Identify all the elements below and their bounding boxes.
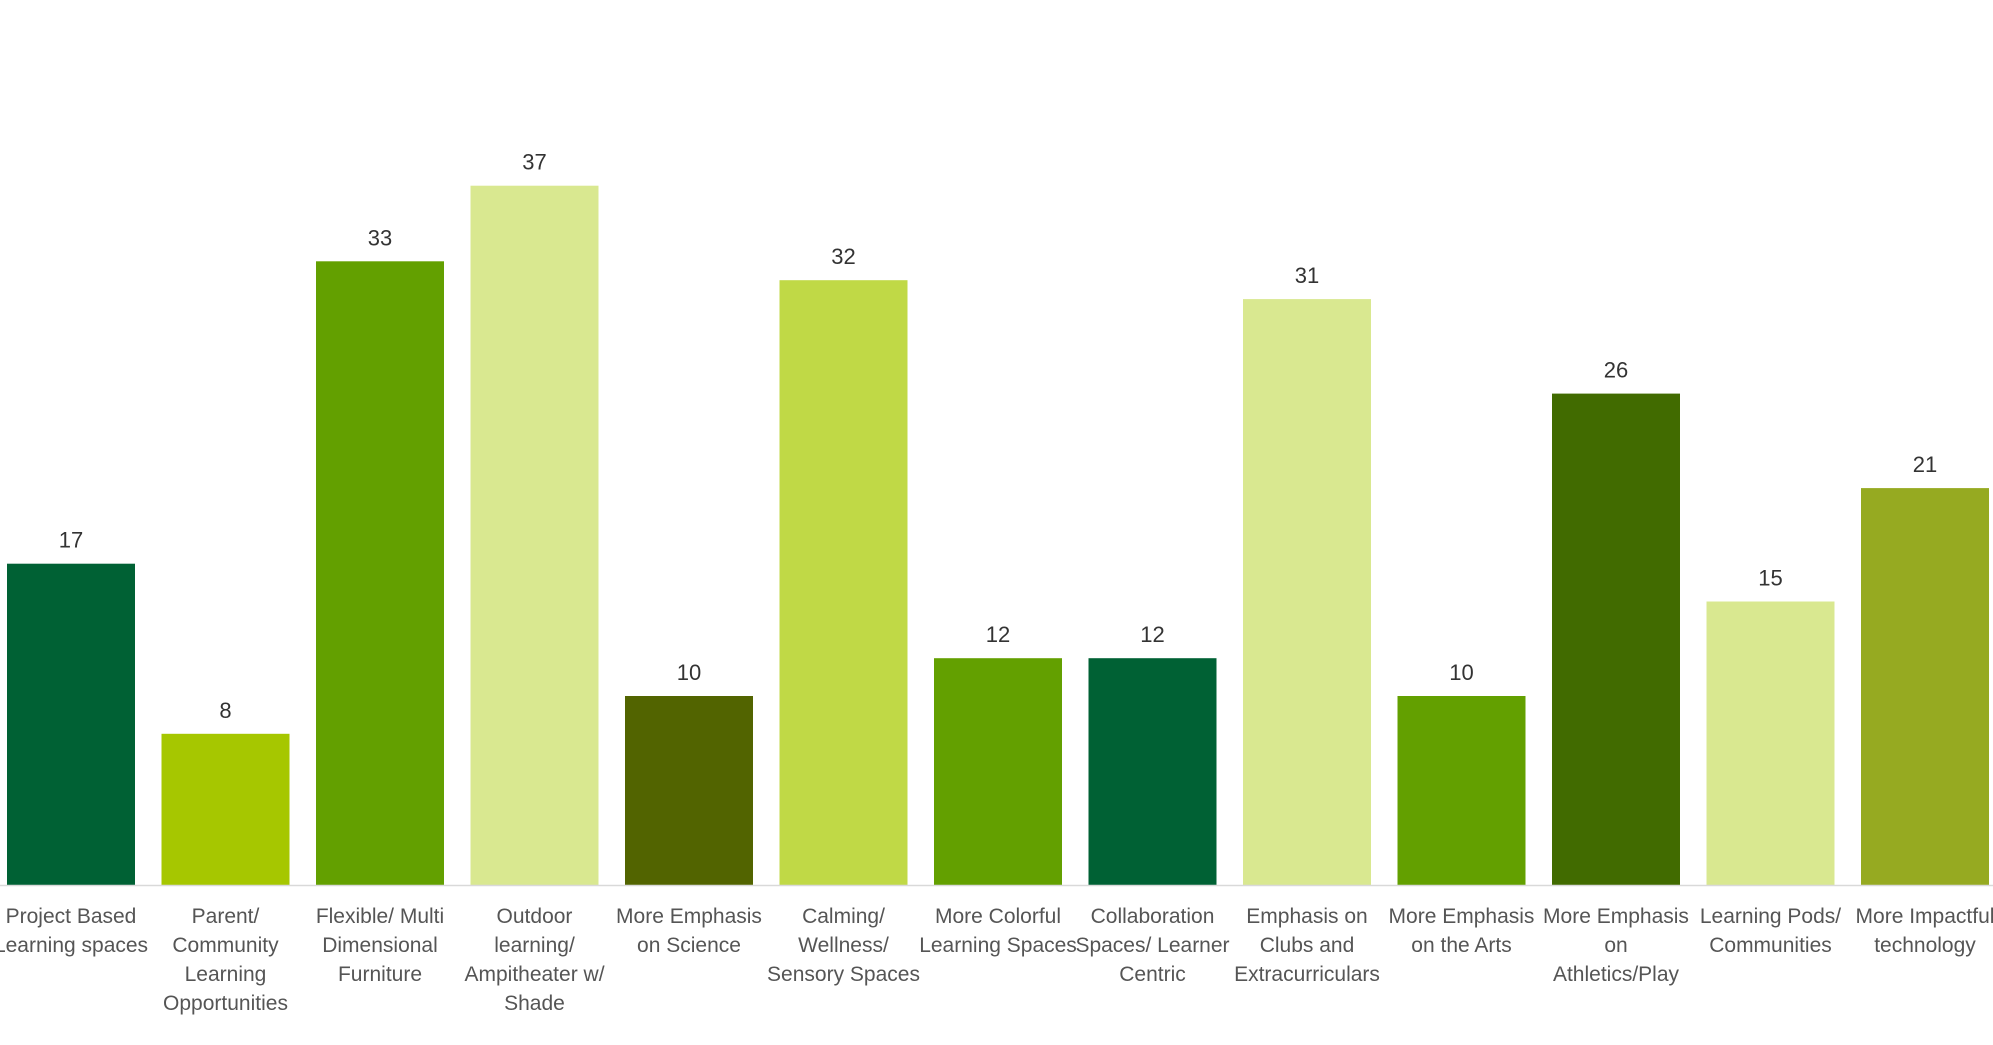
bar-2 [161, 733, 290, 885]
bar-6 [779, 280, 908, 885]
category-label-line: Community [172, 934, 279, 957]
category-label-1: Project Based Learning spaces [0, 905, 148, 957]
category-label-8: Collaboration Spaces/ Learner Centric [1075, 905, 1229, 986]
bar-12 [1706, 601, 1835, 885]
category-label-13: More Impactful technology [1856, 905, 1993, 957]
bar-8 [1088, 658, 1217, 885]
data-label-7: 12 [986, 622, 1010, 647]
data-label-4: 37 [522, 150, 546, 175]
data-label-3: 33 [368, 225, 392, 250]
category-label-line: Centric [1119, 963, 1186, 986]
category-label-line: Learning Pods/ [1700, 905, 1841, 928]
data-label-13: 21 [1913, 452, 1937, 477]
data-label-1: 17 [59, 528, 83, 553]
category-label-4: Outdoor learning/Ampitheater w/Shade [464, 905, 604, 1015]
data-label-10: 10 [1449, 660, 1473, 685]
bar-9 [1243, 299, 1371, 886]
category-label-line: More Colorful [935, 905, 1061, 928]
category-label-line: Wellness/ [798, 934, 889, 957]
data-labels-group: 17 8 33 37 10 32 12 12 31 10 26 15 21 [59, 150, 1937, 723]
category-label-12: Learning Pods/Communities [1700, 905, 1841, 957]
bar-3 [316, 261, 444, 885]
category-label-line: on [1604, 934, 1627, 957]
data-label-11: 26 [1604, 358, 1628, 383]
category-label-line: technology [1874, 934, 1976, 957]
category-label-line: Clubs and [1260, 934, 1355, 957]
category-labels-group: Project Based Learning spaces Parent/Commu… [0, 905, 1993, 1015]
category-label-line: More Impactful [1856, 905, 1993, 928]
data-label-6: 32 [831, 244, 855, 269]
bar-5 [625, 696, 753, 885]
bar-11 [1552, 393, 1680, 885]
bar-4 [470, 185, 599, 885]
data-label-12: 15 [1758, 566, 1782, 591]
category-label-line: Dimensional [322, 934, 438, 957]
bar-1 [7, 563, 135, 885]
bars-group [7, 185, 1989, 886]
category-label-3: Flexible/ Multi Dimensional Furniture [316, 905, 444, 986]
category-label-line: on the Arts [1411, 934, 1511, 957]
data-label-8: 12 [1140, 622, 1164, 647]
category-label-line: Calming/ [802, 905, 885, 928]
category-label-7: More Colorful Learning Spaces [919, 905, 1077, 957]
category-label-line: More Emphasis [1389, 905, 1535, 928]
category-label-line: Emphasis on [1246, 905, 1367, 928]
data-label-5: 10 [677, 660, 701, 685]
category-label-line: More Emphasis [1543, 905, 1689, 928]
category-label-line: Outdoor [497, 905, 573, 928]
category-label-line: Ampitheater w/ [464, 963, 604, 986]
category-label-line: Communities [1709, 934, 1832, 957]
category-label-line: Learning Spaces [919, 934, 1077, 957]
category-label-line: Furniture [338, 963, 422, 986]
category-label-line: Learning spaces [0, 934, 148, 957]
bar-13 [1861, 488, 1989, 885]
category-label-5: More Emphasis on Science [616, 905, 762, 957]
category-label-line: Learning [185, 963, 267, 986]
category-label-line: Spaces/ Learner [1075, 934, 1229, 957]
category-label-line: Athletics/Play [1553, 963, 1680, 986]
category-label-line: learning/ [494, 934, 575, 957]
category-label-6: Calming/Wellness/Sensory Spaces [767, 905, 920, 986]
data-label-2: 8 [219, 698, 231, 723]
category-label-11: More Emphasis on Athletics/Play [1543, 905, 1689, 986]
category-label-line: Parent/ [192, 905, 260, 928]
category-label-line: More Emphasis [616, 905, 762, 928]
category-label-line: Extracurriculars [1234, 963, 1380, 986]
category-label-line: Collaboration [1091, 905, 1215, 928]
bar-7 [934, 658, 1062, 885]
category-label-line: Opportunities [163, 992, 288, 1015]
bar-10 [1397, 696, 1526, 885]
category-label-line: Shade [504, 992, 565, 1015]
category-label-line: on Science [637, 934, 741, 957]
category-label-10: More Emphasis on the Arts [1389, 905, 1535, 957]
category-label-2: Parent/Community Learning Opportunities [163, 905, 288, 1015]
category-label-9: Emphasis on Clubs and Extracurriculars [1234, 905, 1380, 986]
category-label-line: Sensory Spaces [767, 963, 920, 986]
data-label-9: 31 [1295, 263, 1319, 288]
category-label-line: Flexible/ Multi [316, 905, 444, 928]
category-label-line: Project Based [6, 905, 137, 928]
